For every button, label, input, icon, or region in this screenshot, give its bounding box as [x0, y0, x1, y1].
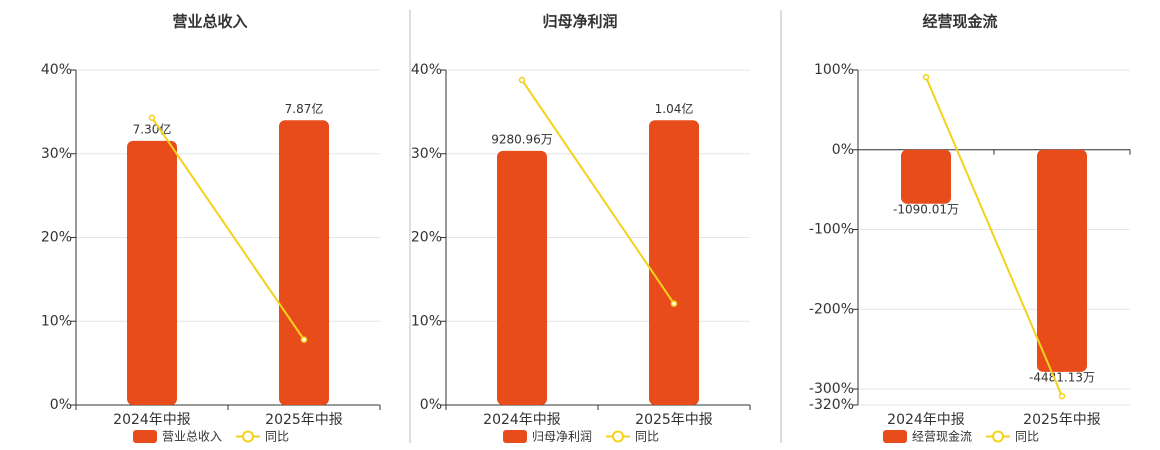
- y-tick-label: -300%: [809, 381, 854, 397]
- y-tick-label: 40%: [41, 62, 72, 78]
- point: [148, 114, 156, 121]
- point: [922, 73, 930, 81]
- y-tick-label: 0%: [420, 397, 442, 413]
- bar: [1037, 149, 1087, 372]
- point: [670, 300, 678, 307]
- y-tick-label: 100%: [814, 62, 854, 78]
- legend-swatch: [133, 430, 157, 443]
- point: [300, 336, 308, 343]
- line: [925, 76, 1063, 397]
- x-tick-label: 2025年中报: [265, 412, 343, 428]
- data-label: 1.04亿: [655, 101, 694, 116]
- y-tick-label: 30%: [411, 146, 442, 162]
- data-label: 7.30亿: [133, 121, 172, 136]
- y-tick-label: 20%: [411, 230, 442, 246]
- bar: [127, 140, 177, 405]
- legend-swatch: [242, 430, 255, 443]
- legend-label: 同比: [1015, 430, 1039, 444]
- legend-label: 经营现金流: [912, 429, 972, 444]
- point: [518, 76, 526, 84]
- y-tick-label: 40%: [411, 62, 442, 78]
- y-tick-label: 0%: [50, 397, 72, 413]
- x-tick-label: 2025年中报: [1023, 412, 1101, 428]
- bar: [649, 120, 699, 405]
- x-tick-label: 2025年中报: [635, 412, 713, 428]
- legend-label: 同比: [265, 430, 289, 444]
- y-tick-label: 10%: [411, 313, 442, 329]
- line: [521, 79, 675, 305]
- data-label: -4481.13万: [1029, 370, 1095, 384]
- legend-swatch: [503, 430, 527, 443]
- data-label: -1090.01万: [893, 202, 959, 216]
- data-label: 9280.96万: [491, 132, 553, 146]
- y-tick-label: -100%: [809, 222, 854, 238]
- y-tick-label: 30%: [41, 146, 72, 162]
- legend-label: 归母净利润: [532, 430, 592, 444]
- chart-title: 经营现金流: [922, 13, 997, 31]
- line: [151, 117, 305, 341]
- x-tick-label: 2024年中报: [887, 412, 965, 428]
- legend-label: 同比: [635, 430, 659, 444]
- bar: [497, 150, 547, 405]
- bar: [901, 149, 951, 204]
- legend-swatch: [883, 430, 907, 443]
- chart-title: 归母净利润: [542, 13, 617, 31]
- y-tick-label: -320%: [809, 397, 854, 413]
- bar: [279, 120, 329, 405]
- legend-swatch: [992, 430, 1005, 443]
- y-tick-label: -200%: [809, 301, 854, 317]
- legend-swatch: [612, 430, 625, 443]
- x-tick-label: 2024年中报: [113, 412, 191, 428]
- y-tick-label: 0%: [832, 142, 854, 158]
- y-tick-label: 10%: [41, 313, 72, 329]
- data-label: 7.87亿: [285, 101, 324, 116]
- point: [1058, 392, 1066, 400]
- x-tick-label: 2024年中报: [483, 412, 561, 428]
- legend-label: 营业总收入: [162, 430, 222, 444]
- chart-title: 营业总收入: [172, 13, 247, 31]
- y-tick-label: 20%: [41, 230, 72, 246]
